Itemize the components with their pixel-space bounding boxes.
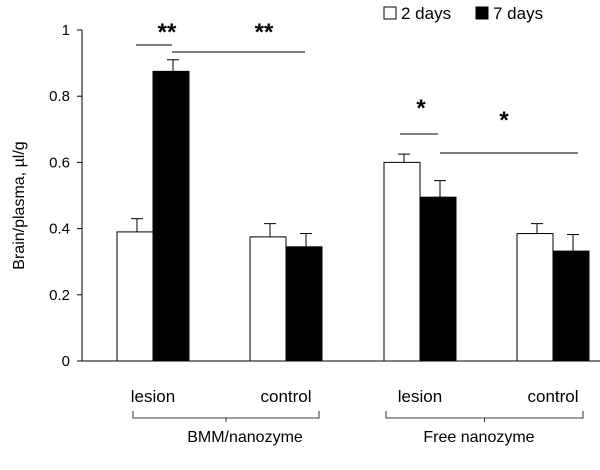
- bar-7days: [552, 250, 590, 362]
- legend-swatch-7days: [475, 6, 489, 20]
- y-tick-label: 0.6: [49, 154, 70, 171]
- bar-7days: [152, 70, 190, 362]
- bar-2days: [516, 233, 554, 362]
- y-tick-label: 0.8: [49, 88, 70, 105]
- y-tick-label: 0.4: [49, 221, 70, 238]
- bar-7days: [285, 246, 323, 362]
- significance-marker: **: [158, 19, 177, 46]
- y-axis-title: Brain/plasma, µl/g: [11, 141, 28, 269]
- bar-2days: [383, 161, 421, 362]
- x-category-label: control: [260, 387, 311, 406]
- legend-label: 2 days: [401, 4, 451, 23]
- legend-label: 7 days: [493, 4, 543, 23]
- bar-2days: [249, 236, 287, 362]
- y-tick-label: 1: [62, 22, 70, 39]
- group-bracket: [132, 411, 320, 419]
- group-bracket: [385, 411, 584, 419]
- bar-7days: [419, 196, 457, 362]
- x-category-label: lesion: [131, 387, 175, 406]
- significance-marker: *: [499, 107, 509, 134]
- x-category-label: lesion: [398, 387, 442, 406]
- x-category-label: control: [527, 387, 578, 406]
- bar-2days: [116, 231, 154, 362]
- legend-swatch-2days: [383, 6, 397, 20]
- group-label: BMM/nanozyme: [187, 429, 303, 446]
- group-label: Free nanozyme: [423, 429, 534, 446]
- y-tick-label: 0.2: [49, 287, 70, 304]
- y-tick-label: 0: [62, 353, 70, 370]
- significance-marker: **: [255, 19, 274, 46]
- significance-marker: *: [416, 95, 426, 122]
